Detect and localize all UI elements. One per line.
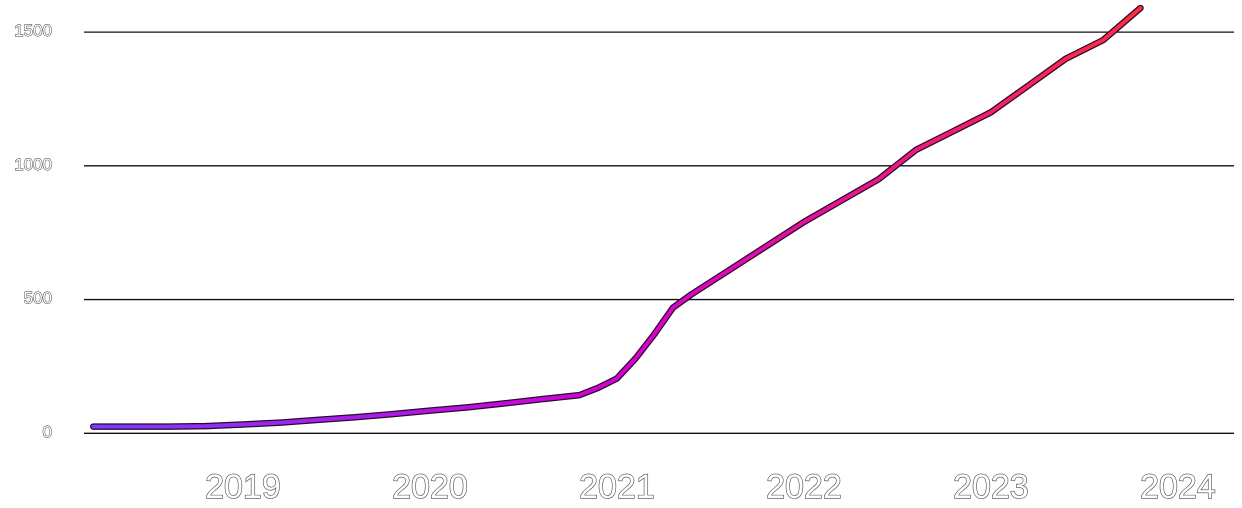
y-tick-label-500: 500 bbox=[24, 289, 52, 308]
gridlines bbox=[84, 31, 1234, 434]
series-layer bbox=[90, 4, 1144, 430]
x-tick-label-2023: 2023 bbox=[953, 468, 1029, 506]
x-tick-label-2021: 2021 bbox=[579, 468, 655, 506]
x-tick-label-2022: 2022 bbox=[766, 468, 842, 506]
x-axis-ticks: 2019 2020 2021 2022 2023 2024 bbox=[205, 467, 1217, 506]
x-tick-label-2024: 2024 bbox=[1140, 468, 1216, 506]
y-tick-label-1000: 1000 bbox=[14, 155, 52, 174]
x-tick-label-2019: 2019 bbox=[205, 468, 281, 506]
x-tick-label-2020: 2020 bbox=[392, 468, 468, 506]
y-tick-label-0: 0 bbox=[43, 422, 52, 441]
series-line bbox=[91, 6, 1143, 429]
y-tick-label-1500: 1500 bbox=[14, 21, 52, 40]
series-line-outline bbox=[90, 4, 1144, 430]
y-axis-ticks: 0 500 1000 1500 bbox=[14, 21, 53, 442]
